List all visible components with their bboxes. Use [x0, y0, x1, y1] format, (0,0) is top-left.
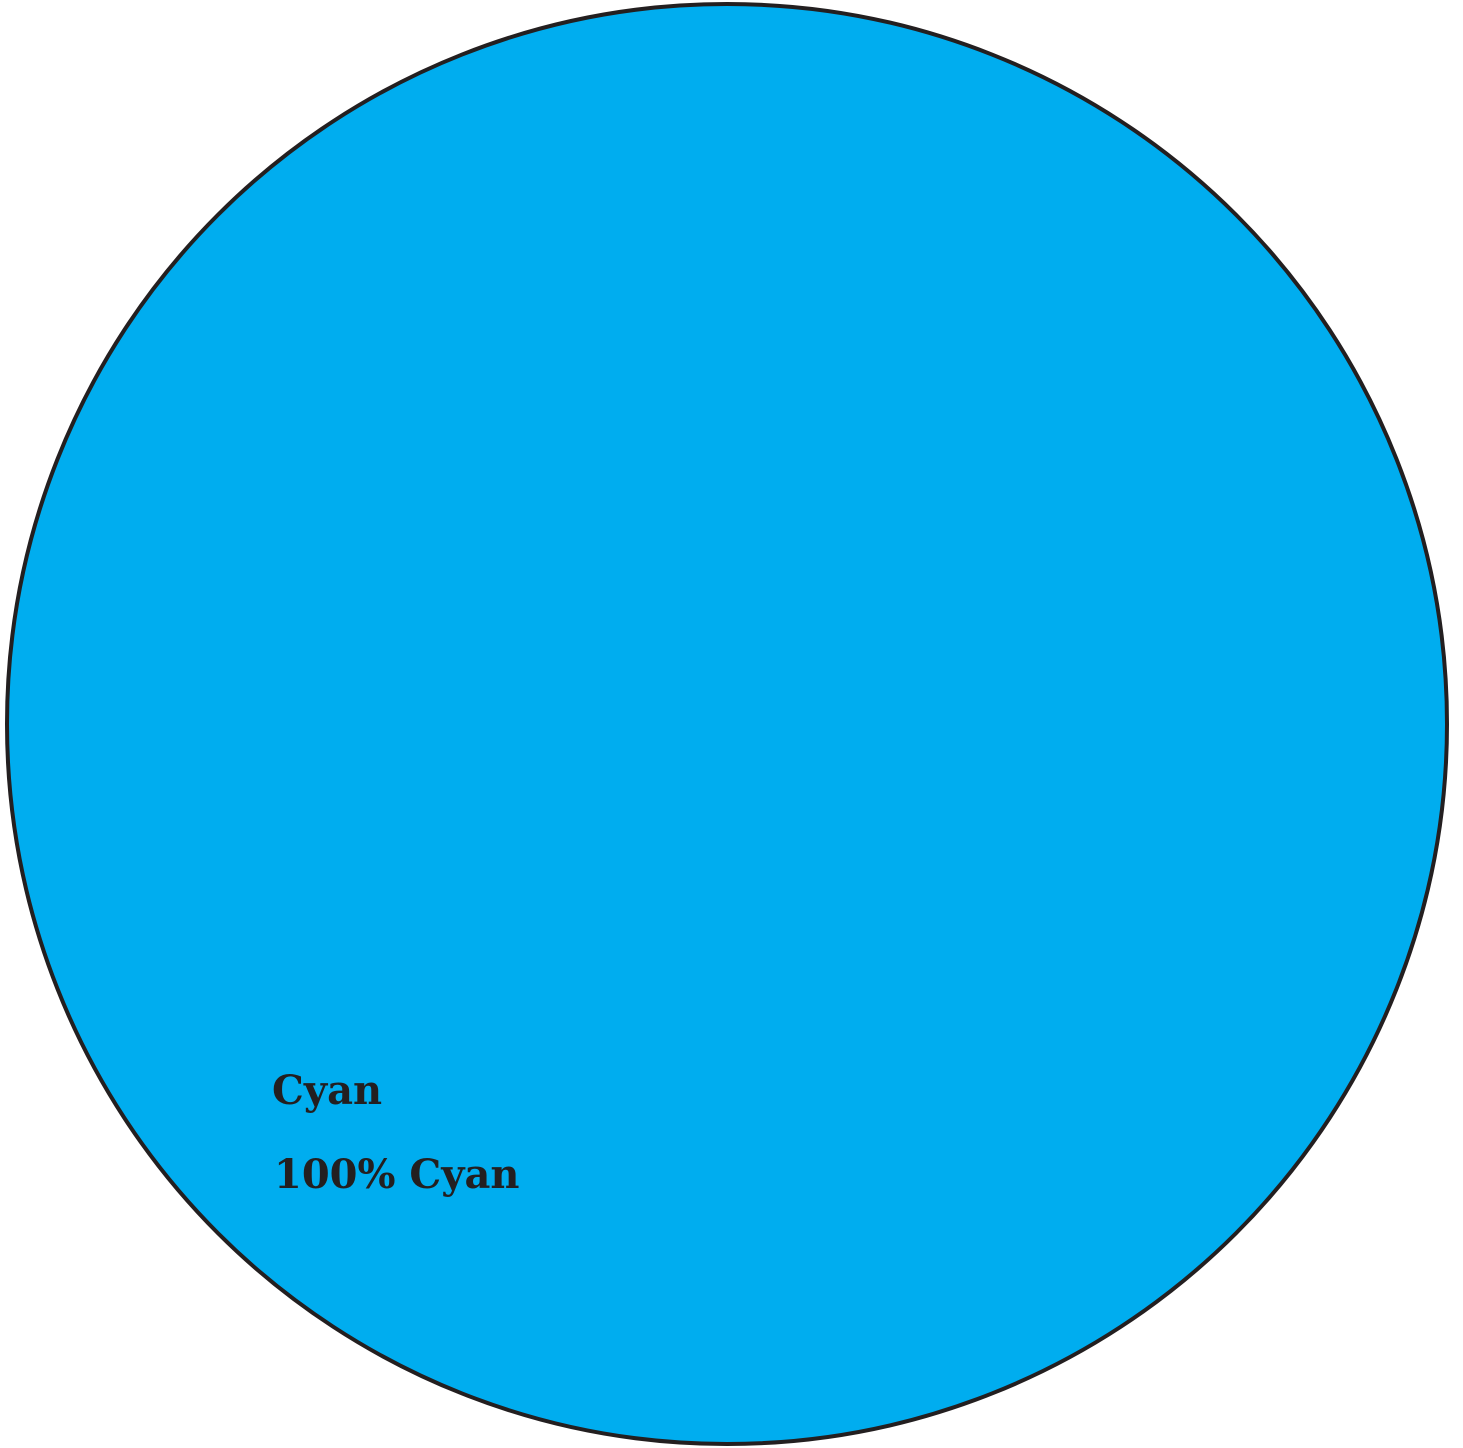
cyan-swatch-circle: [5, 2, 1449, 1446]
swatch-mix-label: 100% Cyan: [274, 1151, 520, 1198]
swatch-color-name: Cyan: [272, 1067, 383, 1114]
